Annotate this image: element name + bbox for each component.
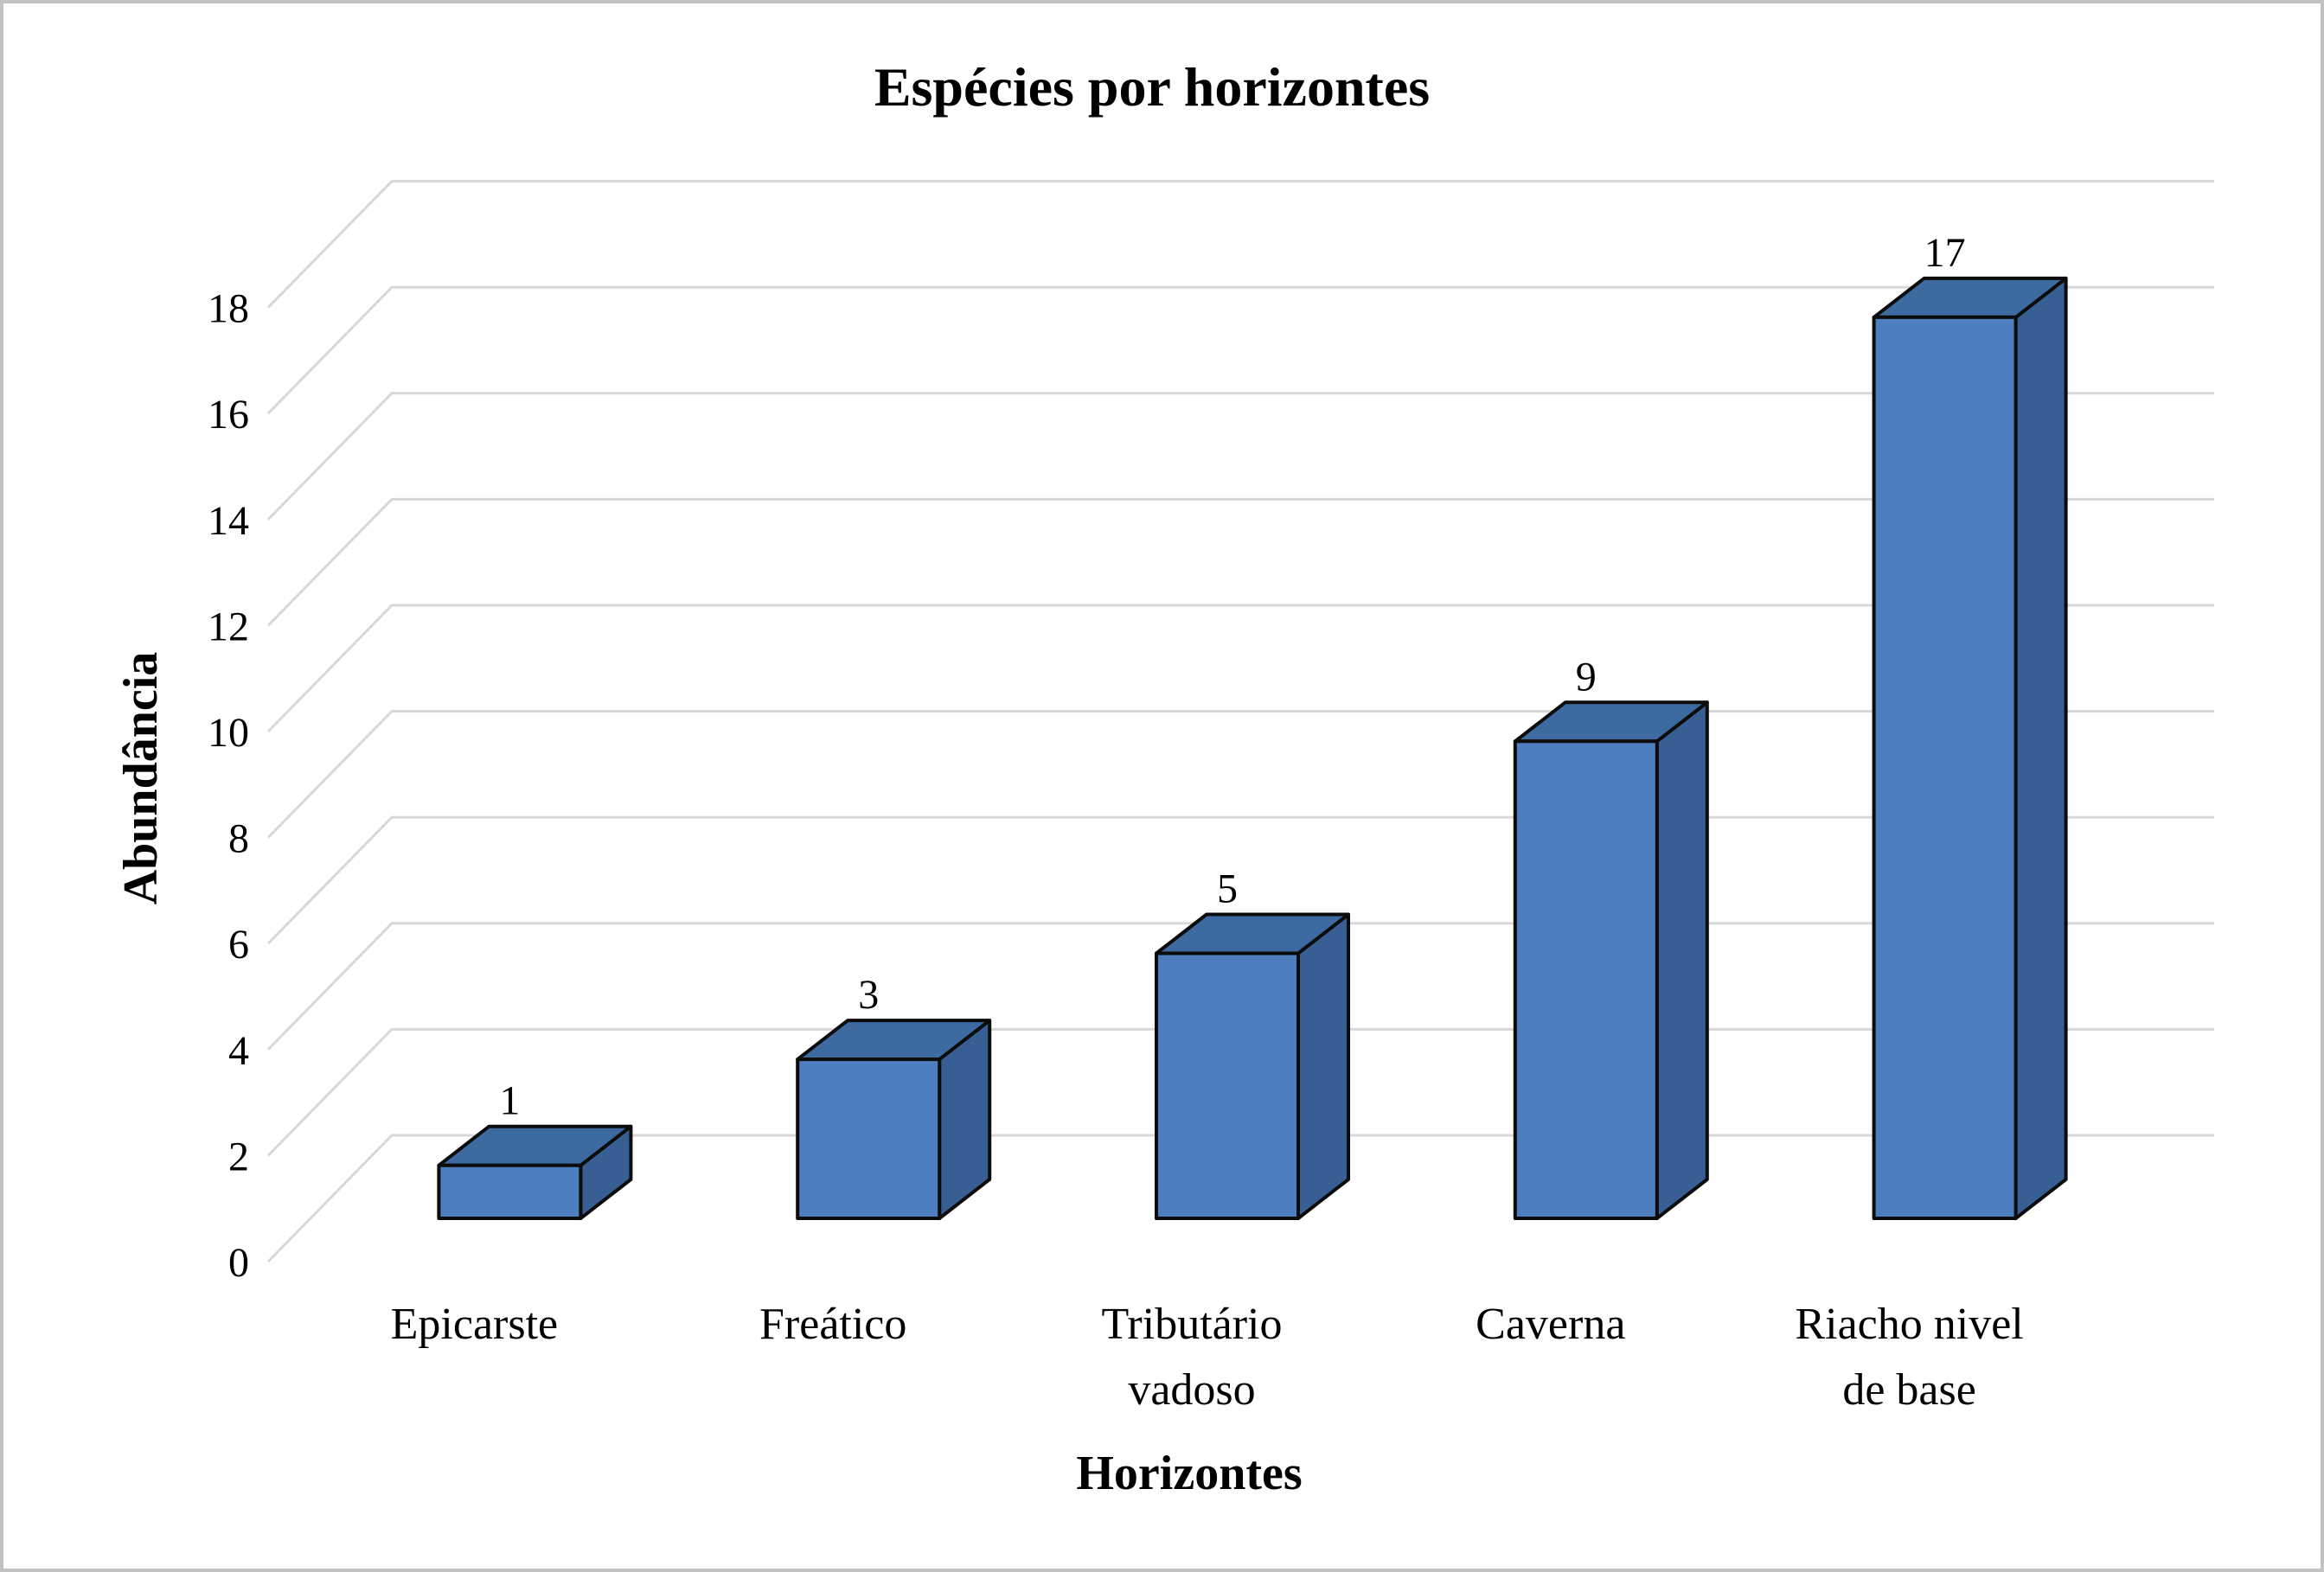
bar-Caverna xyxy=(1513,700,1709,1220)
value-label: 17 xyxy=(1924,230,1966,276)
x-axis-title: Horizontes xyxy=(1076,1447,1302,1500)
value-labels-group: 1 3 5 9 17 xyxy=(499,230,1965,1124)
y-tick-label: 12 xyxy=(208,604,249,649)
value-label: 3 xyxy=(858,972,879,1018)
gridline xyxy=(266,392,2214,521)
bar-side-face xyxy=(2013,276,2068,1220)
y-tick-labels-group: 0 2 4 6 8 10 12 14 16 18 xyxy=(208,286,249,1286)
gridline xyxy=(266,497,2214,627)
category-label: Caverna xyxy=(1476,1300,1625,1349)
bar-Freático xyxy=(796,1019,992,1220)
value-label: 5 xyxy=(1217,866,1238,912)
gridline xyxy=(266,285,2214,415)
gridline xyxy=(266,604,2214,733)
value-label: 1 xyxy=(499,1078,520,1124)
bar-Riacho nivel de base xyxy=(1872,276,2068,1220)
bar-side-face xyxy=(1655,700,1709,1220)
y-tick-label: 18 xyxy=(208,286,249,332)
bars-group xyxy=(437,276,2068,1220)
y-axis-title: Abundância xyxy=(114,652,168,905)
bar-Tributário vadoso xyxy=(1155,912,1350,1220)
bar-front-face xyxy=(796,1058,942,1220)
category-label: Riacho nivel xyxy=(1795,1300,2023,1349)
y-tick-label: 6 xyxy=(228,922,249,968)
y-tick-label: 8 xyxy=(228,816,249,862)
chart-title: Espécies por horizontes xyxy=(874,56,1430,118)
category-label: de base xyxy=(1842,1365,1975,1415)
bar-Epicarste xyxy=(437,1124,633,1220)
gridline xyxy=(266,180,2214,309)
y-tick-label: 14 xyxy=(208,498,249,544)
category-label: Tributário xyxy=(1102,1300,1283,1349)
y-tick-label: 10 xyxy=(208,710,249,756)
category-label: vadoso xyxy=(1128,1365,1255,1415)
y-tick-label: 4 xyxy=(228,1028,249,1074)
y-tick-label: 0 xyxy=(228,1240,249,1286)
bar-side-face xyxy=(1296,912,1350,1220)
y-tick-label: 16 xyxy=(208,392,249,438)
bar-front-face xyxy=(1155,951,1300,1220)
bar-front-face xyxy=(1872,315,2018,1220)
y-tick-label: 2 xyxy=(228,1134,249,1179)
bar-front-face xyxy=(437,1163,583,1220)
category-label: Epicarste xyxy=(391,1300,558,1349)
category-label: Freático xyxy=(759,1300,906,1349)
category-labels-group: Epicarste Freático Tributário vadoso Caverna… xyxy=(391,1300,2024,1415)
value-label: 9 xyxy=(1576,654,1597,700)
bar-front-face xyxy=(1513,739,1659,1220)
